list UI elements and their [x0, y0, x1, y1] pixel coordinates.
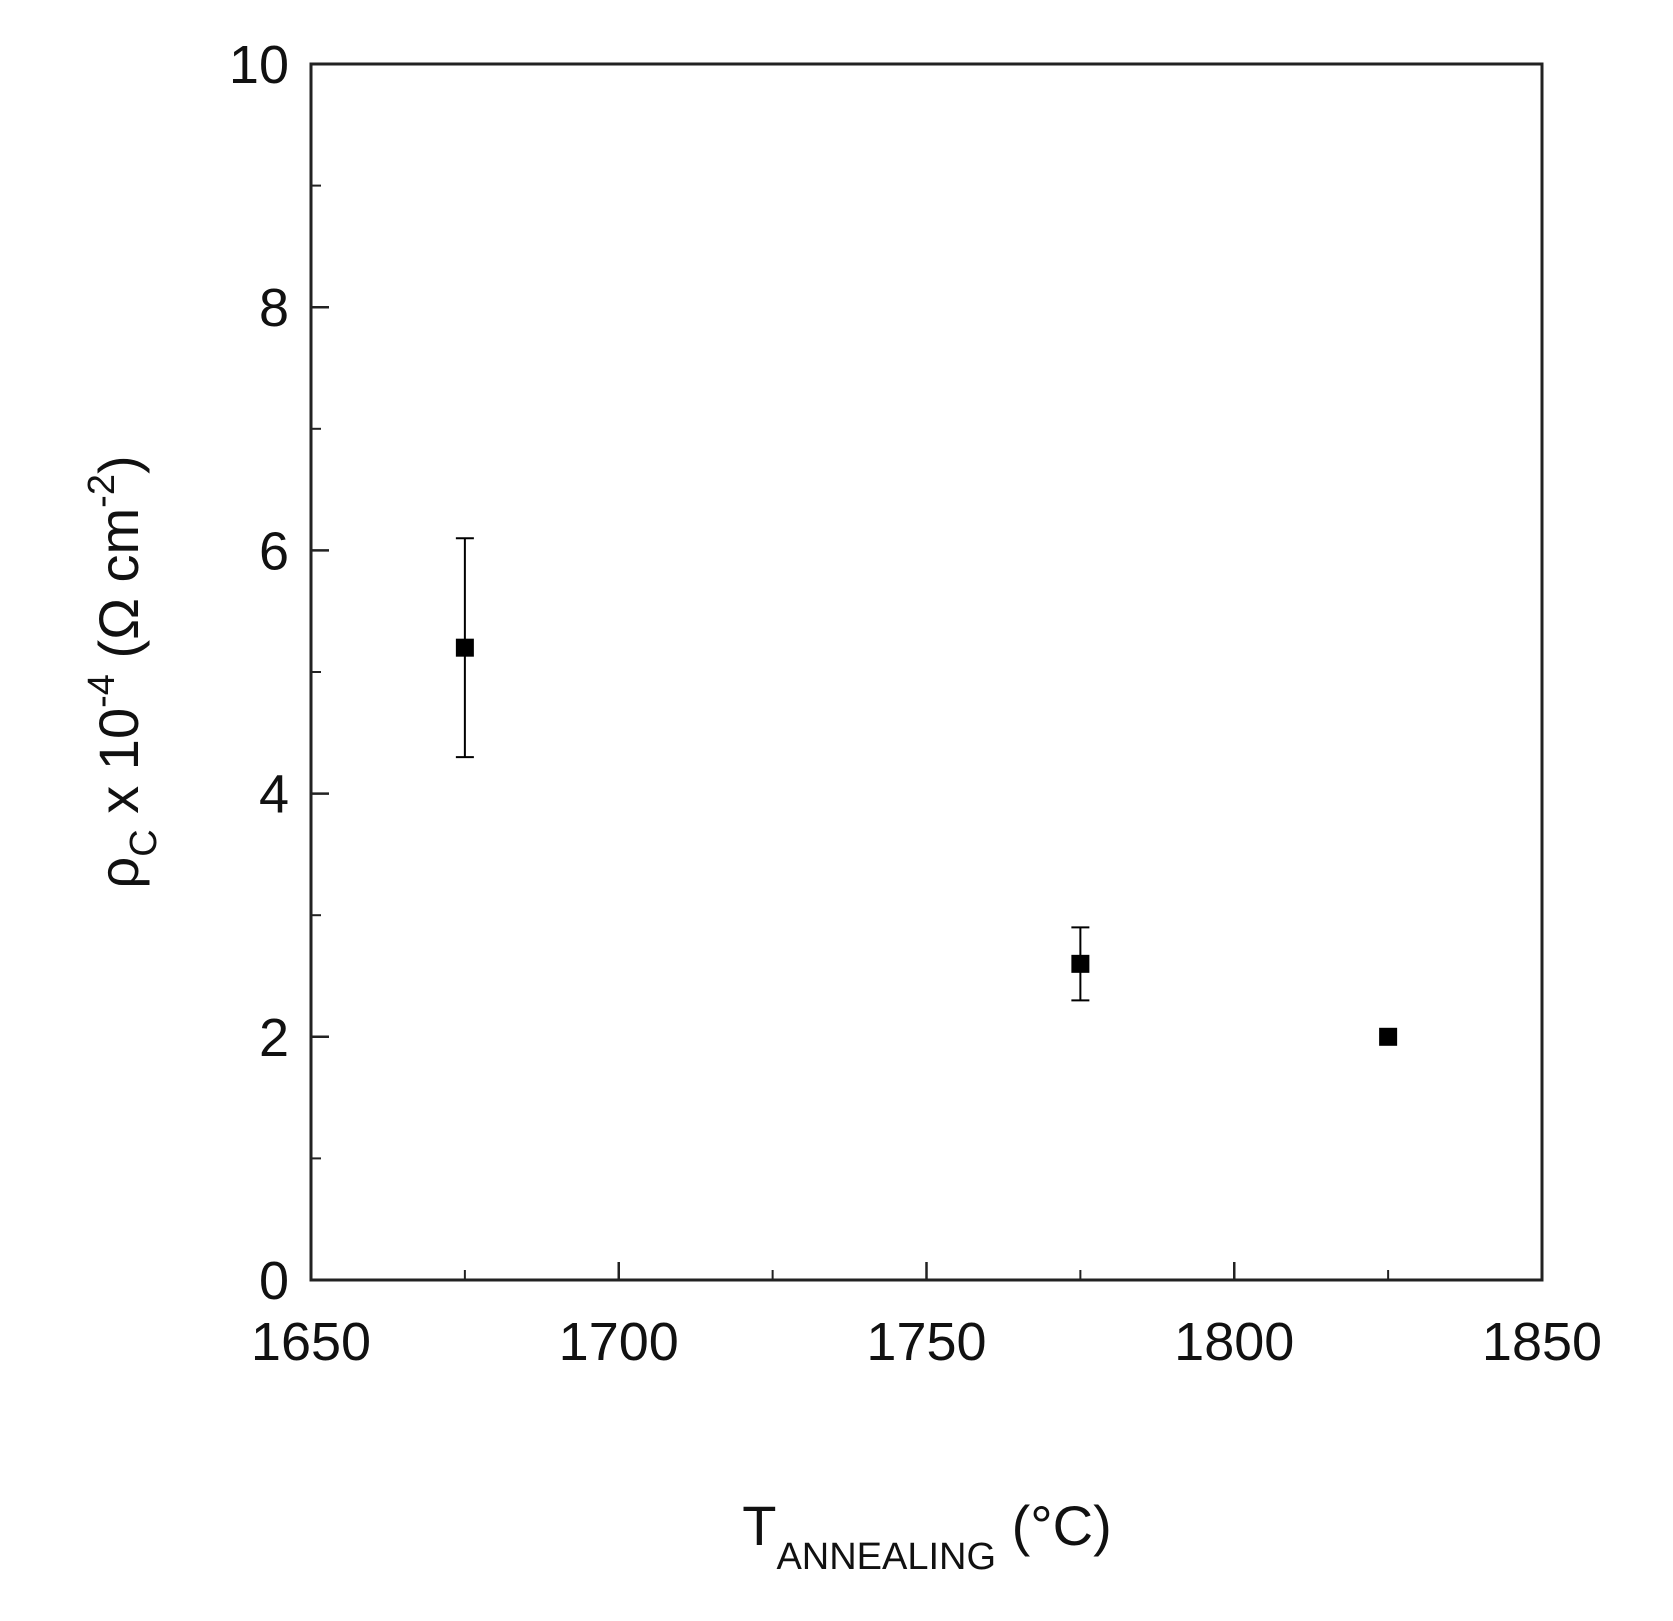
y-tick-label: 6 — [259, 521, 289, 581]
y-tick-label: 4 — [259, 765, 289, 825]
x-label-part: T — [742, 1494, 776, 1557]
x-tick-label: 1750 — [866, 1312, 986, 1372]
y-label-part: x 10 — [87, 708, 150, 829]
x-axis-label: TANNEALING (°C) — [742, 1494, 1112, 1578]
x-tick-label: 1650 — [251, 1312, 371, 1372]
y-label-part: C — [123, 829, 165, 856]
y-label-part: ρ — [87, 857, 150, 889]
x-tick-label: 1800 — [1174, 1312, 1294, 1372]
y-tick-label: 8 — [259, 278, 289, 338]
y-axis-label: ρC x 10-4 (Ω cm-2) — [81, 455, 165, 888]
y-tick-label: 2 — [259, 1008, 289, 1068]
x-tick-label: 1850 — [1482, 1312, 1602, 1372]
y-tick-label: 0 — [259, 1251, 289, 1311]
marker — [1071, 954, 1090, 973]
x-label-part: ANNEALING — [776, 1536, 996, 1578]
y-label-part: -2 — [81, 474, 123, 508]
y-tick-label: 10 — [229, 35, 289, 95]
x-label-part: (°C) — [996, 1494, 1112, 1557]
y-label-part: -4 — [81, 674, 123, 708]
marker — [455, 638, 474, 657]
marker — [1379, 1027, 1398, 1046]
x-tick-label: 1700 — [559, 1312, 679, 1372]
y-label-part: ) — [87, 455, 150, 474]
y-label-part: (Ω cm — [87, 508, 150, 674]
plot-frame — [309, 62, 1544, 1282]
